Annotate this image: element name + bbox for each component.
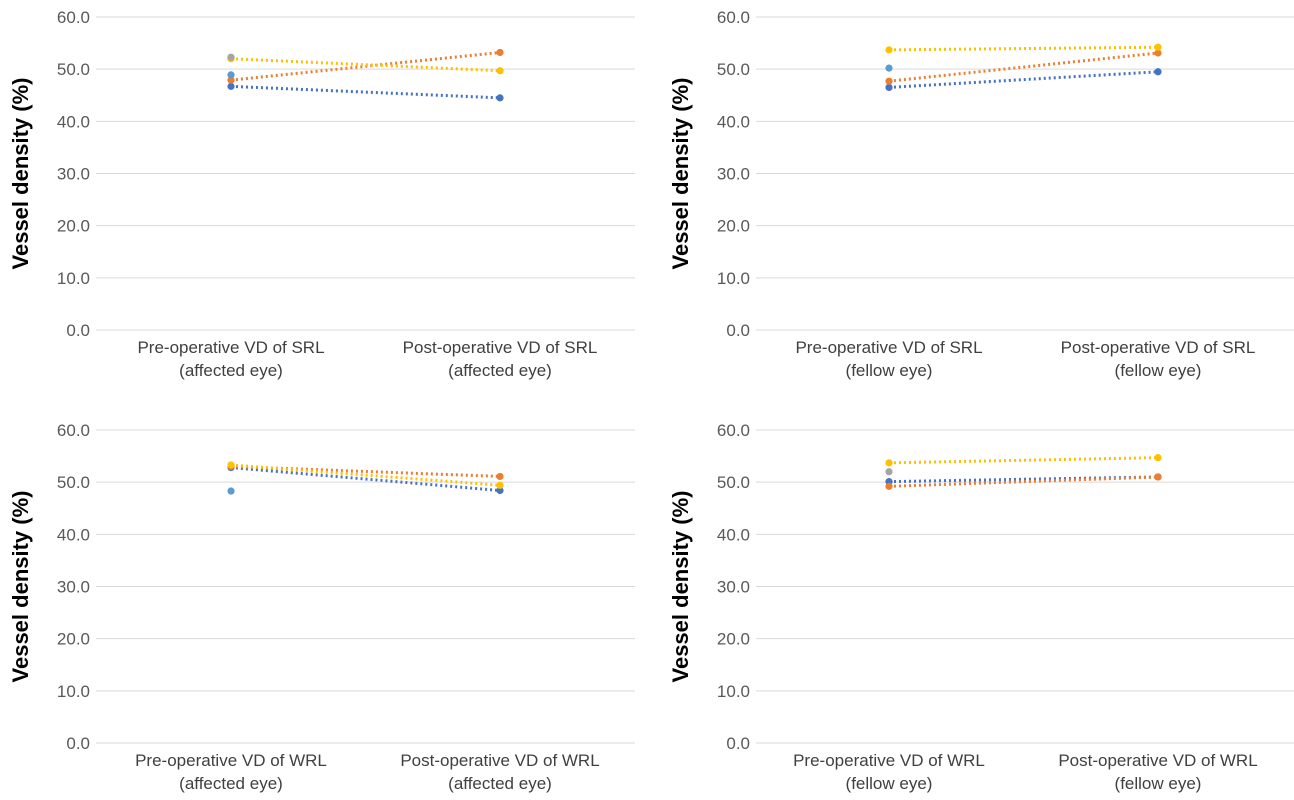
chart-panel-2: 0.0 10.0 20.0 30.0 40.0 50.0 60.0 Vessel densit… [668,8,1294,380]
y-tick-label: 20.0 [57,630,90,649]
x-category-label: (fellow eye) [1115,774,1202,793]
y-tick-label: 0.0 [726,321,750,340]
x-category-label: Post-operative VD of WRL [400,751,599,770]
chart-panel-4: 0.0 10.0 20.0 30.0 40.0 50.0 60.0 Vessel densit… [668,421,1294,793]
y-tick-label: 20.0 [717,217,750,236]
y-tick-label: 50.0 [57,60,90,79]
data-point [1154,49,1162,57]
y-tick-label: 10.0 [717,682,750,701]
y-tick-label: 50.0 [717,473,750,492]
y-tick-label: 10.0 [57,682,90,701]
x-category-label: Pre-operative VD of SRL [137,338,324,357]
data-point [496,481,504,489]
data-point [496,67,504,75]
x-category-label: Pre-operative VD of WRL [793,751,985,770]
y-tick-label: 20.0 [57,217,90,236]
series-line-1 [888,70,1159,89]
y-tick-label: 0.0 [726,734,750,753]
data-point [1154,454,1162,462]
data-point [885,46,893,54]
x-category-label: Post-operative VD of SRL [1061,338,1256,357]
data-point [227,53,235,61]
x-category-label: Pre-operative VD of SRL [795,338,982,357]
y-tick-label: 40.0 [57,112,90,131]
series-line-1 [230,466,501,493]
x-category-label: (affected eye) [448,774,552,793]
y-tick-label: 30.0 [717,578,750,597]
x-category-label: (affected eye) [179,774,283,793]
y-tick-label: 0.0 [66,321,90,340]
y-axis-title: Vessel density (%) [668,78,693,270]
data-point [885,482,893,490]
x-category-label: Post-operative VD of SRL [403,338,598,357]
series-line-1 [888,475,1159,484]
x-category-label: (fellow eye) [846,774,933,793]
x-category-label: (affected eye) [179,361,283,380]
y-tick-label: 0.0 [66,734,90,753]
data-point [885,64,893,72]
data-point [227,487,235,495]
data-point [885,77,893,85]
data-point [496,48,504,57]
y-tick-label: 40.0 [717,112,750,131]
data-point [885,459,893,467]
data-point [227,71,235,79]
y-tick-label: 40.0 [57,525,90,544]
data-point [496,486,504,495]
x-category-label: (affected eye) [448,361,552,380]
data-point [1154,43,1162,51]
y-tick-label: 60.0 [717,8,750,27]
data-point [227,76,235,84]
data-point [1154,68,1162,76]
x-category-label: Pre-operative VD of WRL [135,751,327,770]
y-axis-title: Vessel density (%) [668,491,693,683]
data-point [885,468,893,476]
y-tick-label: 50.0 [717,60,750,79]
y-tick-label: 60.0 [717,421,750,440]
data-point [885,83,893,92]
data-point [1154,473,1162,481]
x-category-label: (fellow eye) [846,361,933,380]
series-line-2 [230,50,501,82]
y-tick-label: 50.0 [57,473,90,492]
data-point [227,82,235,90]
y-tick-label: 30.0 [57,578,90,597]
data-point [227,461,235,469]
series-line-3 [888,45,1159,52]
y-tick-label: 60.0 [57,8,90,27]
data-point [496,94,504,102]
y-tick-label: 30.0 [57,165,90,184]
chart-panel-1: 0.0 10.0 20.0 30.0 40.0 50.0 60.0 Vessel densit… [8,8,635,380]
y-tick-label: 20.0 [717,630,750,649]
series-line-3 [888,456,1159,465]
series-line-2 [888,51,1159,83]
y-axis-title: Vessel density (%) [8,491,33,683]
data-point [496,472,504,481]
y-tick-label: 60.0 [57,421,90,440]
y-tick-label: 10.0 [57,269,90,288]
chart-panel-3: 0.0 10.0 20.0 30.0 40.0 50.0 60.0 Vessel densit… [8,421,635,793]
y-axis-title: Vessel density (%) [8,78,33,270]
x-category-label: Post-operative VD of WRL [1058,751,1257,770]
series-line-1 [230,84,501,100]
y-tick-label: 30.0 [717,165,750,184]
y-tick-label: 40.0 [717,525,750,544]
x-category-label: (fellow eye) [1115,361,1202,380]
y-tick-label: 10.0 [717,269,750,288]
